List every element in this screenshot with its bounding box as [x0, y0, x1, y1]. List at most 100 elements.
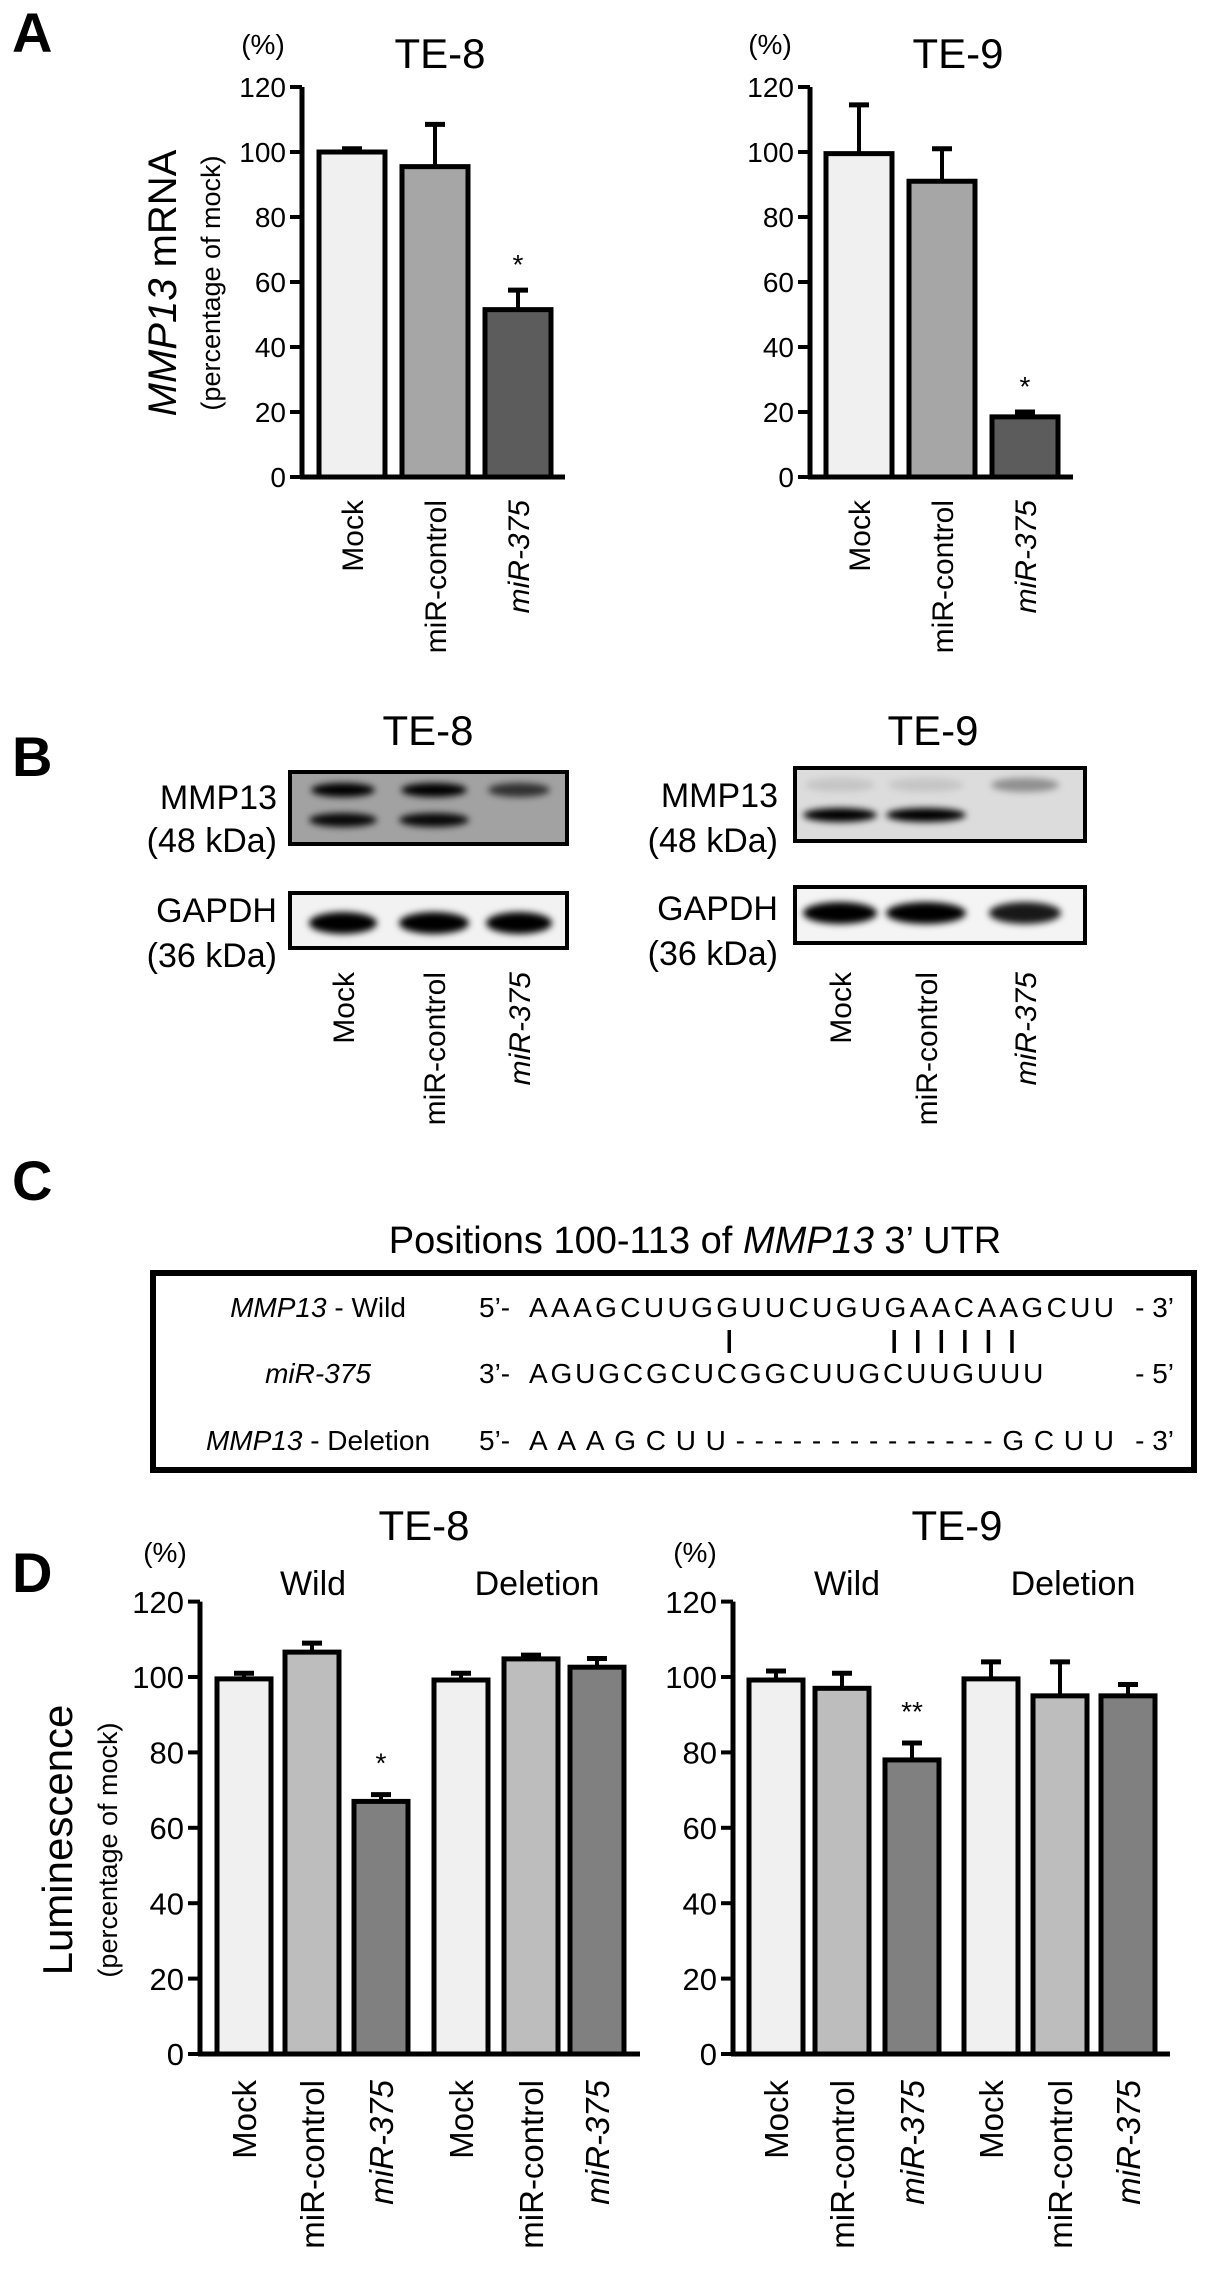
y-tick-label: 120	[747, 72, 794, 103]
blot-bands	[309, 783, 550, 827]
bar	[882, 1757, 942, 2057]
blot-size-label: (48 kDa)	[147, 822, 277, 860]
protein-band	[309, 813, 377, 827]
y-unit-label: (%)	[143, 1537, 187, 1568]
significance-marker: *	[1020, 371, 1031, 402]
y-tick-label: 40	[763, 332, 794, 363]
x-category-label: Mock	[226, 2080, 263, 2159]
protein-band	[803, 808, 877, 822]
x-category-label: miR-control	[294, 2080, 331, 2249]
blot-frame	[793, 885, 1087, 945]
y-axis-label-gene: MMP13	[141, 279, 185, 417]
sequence-row-label-gene: MMP13	[230, 1292, 327, 1323]
significance-marker: *	[513, 249, 524, 280]
x-category-label: miR-control	[513, 2080, 550, 2249]
blot-frame	[288, 891, 569, 950]
y-tick-label: 120	[665, 1585, 717, 1620]
blot-size-label: (48 kDa)	[648, 822, 778, 860]
y-axis-label: MMP13 mRNA	[141, 149, 185, 416]
bar	[812, 1685, 872, 2057]
y-tick-label: 100	[665, 1660, 717, 1695]
blot-frame	[793, 766, 1087, 843]
sequence-row-label: MMP13 - Deletion	[206, 1425, 430, 1456]
bar	[316, 149, 388, 480]
sequence-box	[150, 1270, 1197, 1473]
y-axis-sublabel: (percentage of mock)	[196, 155, 226, 410]
protein-band	[311, 783, 375, 797]
group-label: Wild	[814, 1565, 880, 1603]
y-tick-label: 0	[778, 462, 794, 493]
sequence-row-label-gene: MMP13	[206, 1425, 303, 1456]
bar	[431, 1677, 491, 2057]
y-tick-label: 80	[683, 1736, 717, 1771]
bar	[961, 1676, 1021, 2057]
y-tick-label: 80	[255, 202, 286, 233]
bar	[351, 1798, 411, 2057]
blot-te-8: TE-8 MMP13 (48 kDa) GAPDH (36 kDa) Mock miR-co…	[147, 707, 569, 1125]
significance-marker: **	[901, 1696, 923, 1727]
blot-bands	[803, 902, 1061, 924]
x-category-label: miR-375	[363, 2079, 400, 2204]
panel-label-d: D	[12, 1541, 52, 1604]
sequence-end-left: 5’-	[479, 1425, 510, 1456]
protein-band	[309, 912, 377, 934]
panel-label-b: B	[12, 725, 52, 788]
y-tick-label: 20	[150, 1962, 184, 1997]
x-category-label: Mock	[973, 2080, 1010, 2159]
chart-title: TE-8	[394, 30, 485, 77]
chart-title: TE-9	[911, 1502, 1002, 1549]
y-tick-label: 100	[132, 1660, 184, 1695]
y-tick-label: 100	[747, 137, 794, 168]
y-tick-label: 40	[255, 332, 286, 363]
y-tick-label: 60	[763, 267, 794, 298]
bar	[746, 1677, 806, 2057]
blot-title: TE-9	[887, 707, 978, 754]
y-tick-label: 40	[683, 1886, 717, 1921]
x-category-label: Mock	[337, 499, 370, 572]
blot-protein-label: MMP13	[160, 779, 277, 817]
blot-size-label: (36 kDa)	[147, 937, 277, 975]
bar	[501, 1656, 561, 2057]
blot-protein-label: GAPDH	[156, 892, 277, 930]
sequence-title-post: 3’ UTR	[874, 1220, 1001, 1262]
sequence-end-left: 5’-	[479, 1292, 510, 1323]
blot-lane-label: miR-control	[419, 972, 452, 1125]
bar	[906, 178, 978, 480]
y-tick-label: 60	[150, 1811, 184, 1846]
x-category-label: miR-375	[579, 2079, 616, 2204]
nucleotide-sequence: AGUGCGCUCGGCUUGCUUGUUU	[529, 1358, 1043, 1389]
x-category-label: Mock	[844, 499, 877, 572]
panel-label-a: A	[12, 1, 52, 64]
protein-band	[488, 783, 550, 797]
x-category-label: Mock	[758, 2080, 795, 2159]
sequence-row: MMP13 - Wild 5’- AAAGCUUGGUUCUGUGAACAAGCUU…	[230, 1292, 1174, 1323]
bar	[823, 151, 895, 480]
y-tick-label: 80	[150, 1736, 184, 1771]
x-category-label: Mock	[443, 2080, 480, 2159]
bar	[482, 307, 554, 480]
sequence-row-label: miR-375	[265, 1358, 371, 1389]
chart-title: TE-9	[912, 30, 1003, 77]
blot-protein-label: GAPDH	[657, 890, 778, 928]
protein-band	[399, 912, 469, 934]
protein-band	[401, 783, 467, 797]
sequence-row-label-gene: miR-375	[265, 1358, 371, 1389]
protein-band	[803, 902, 877, 924]
sequence-title-pre: Positions 100-113 of	[389, 1220, 743, 1262]
y-unit-label: (%)	[673, 1537, 717, 1568]
significance-marker: *	[376, 1748, 387, 1779]
blot-lane-label: miR-375	[1010, 972, 1043, 1086]
sequence-title-gene: MMP13	[743, 1220, 874, 1262]
y-tick-label: 20	[763, 397, 794, 428]
protein-band	[886, 902, 966, 924]
sequence-row: miR-375 3’- AGUGCGCUCGGCUUGCUUGUUU - 5’	[265, 1358, 1174, 1389]
sequence-row-label-text: - Deletion	[302, 1425, 430, 1456]
group-label: Deletion	[475, 1565, 600, 1603]
y-tick-label: 120	[132, 1585, 184, 1620]
blot-lane-label: Mock	[328, 971, 361, 1044]
western-blots: TE-8 MMP13 (48 kDa) GAPDH (36 kDa) Mock miR-co…	[147, 707, 1087, 1125]
blot-title: TE-8	[382, 707, 473, 754]
nucleotide-sequence: AAAGCUU--------------GCUU	[529, 1425, 1114, 1456]
bar	[282, 1649, 342, 2057]
